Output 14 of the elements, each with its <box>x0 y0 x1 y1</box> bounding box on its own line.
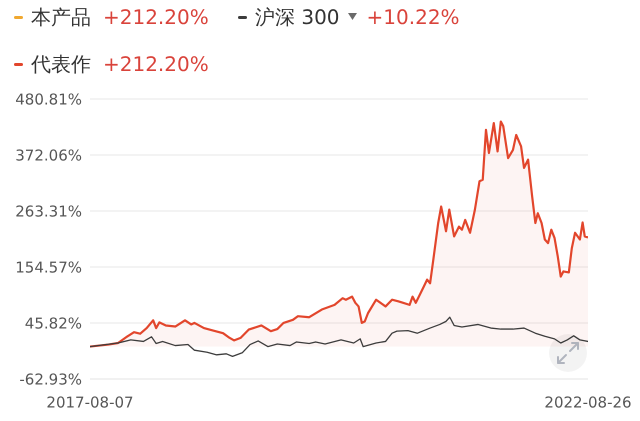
legend-label: 沪深 300 <box>255 4 340 30</box>
legend-label: 代表作 <box>31 50 91 78</box>
x-tick-label: 2022-08-26 <box>544 394 632 412</box>
y-tick-label: 154.57% <box>15 258 82 276</box>
legend-label: 本产品 <box>31 4 91 30</box>
text: +212.20% <box>103 52 209 76</box>
y-tick-label: 372.06% <box>15 146 82 164</box>
text: +10.22% <box>366 5 460 29</box>
y-tick-label: -62.93% <box>19 370 82 388</box>
x-tick-label: 2017-08-07 <box>46 394 134 412</box>
text: +212.20% <box>103 5 209 29</box>
y-tick-label: 45.82% <box>24 314 82 332</box>
y-tick-label: 263.31% <box>15 202 82 220</box>
y-tick-label: 480.81% <box>15 90 82 108</box>
